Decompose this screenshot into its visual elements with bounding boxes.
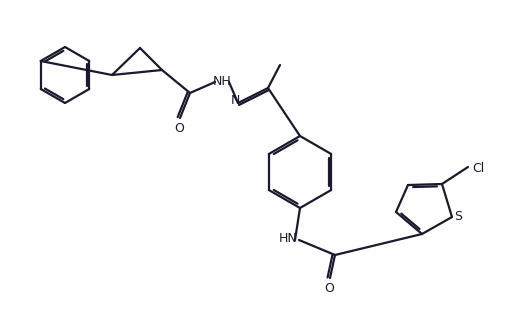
Text: NH: NH — [213, 74, 231, 87]
Text: O: O — [174, 121, 184, 134]
Text: HN: HN — [279, 232, 297, 245]
Text: S: S — [454, 210, 462, 223]
Text: Cl: Cl — [472, 162, 484, 175]
Text: O: O — [324, 281, 334, 294]
Text: N: N — [230, 94, 239, 107]
